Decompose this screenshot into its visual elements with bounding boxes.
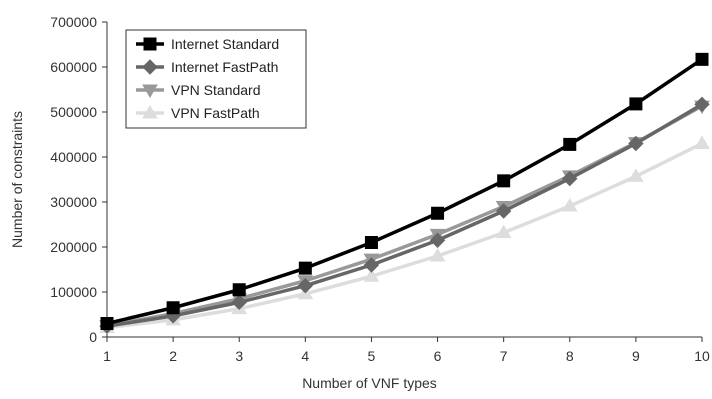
legend: Internet Standard Internet FastPath VPN St… [125, 29, 307, 129]
y-tick-label: 400000 [50, 149, 97, 165]
data-point-internet-fastpath [562, 170, 578, 187]
y-tick-label: 500000 [50, 104, 97, 120]
series-line-vpn-fastpath [106, 141, 703, 330]
legend-label-vpn-fastpath: VPN FastPath [171, 105, 260, 121]
x-tick-label: 2 [169, 348, 177, 364]
data-point-internet-fastpath [495, 203, 512, 219]
x-tick-label: 5 [368, 348, 376, 364]
data-point-internet-standard [563, 137, 577, 151]
data-point-internet-standard [100, 317, 114, 330]
series-line-vpn-standard [106, 104, 703, 328]
legend-label-internet-standard: Internet Standard [171, 36, 279, 52]
y-tick-label: 600000 [50, 59, 97, 75]
data-point-internet-standard [431, 206, 445, 220]
data-point-vpn-fastpath [429, 248, 446, 262]
y-axis-title: Number of constraints [9, 111, 25, 248]
axes [106, 22, 702, 338]
series-internet-fastpath [99, 96, 710, 334]
ticks: 0 100000 200000 300000 400000 500000 600000 700… [50, 14, 710, 364]
data-point-internet-standard [695, 52, 709, 66]
y-tick-label: 100000 [50, 284, 97, 300]
x-tick-label: 6 [434, 348, 442, 364]
x-tick-label: 4 [301, 348, 309, 364]
data-point-internet-fastpath [297, 277, 314, 294]
series-vpn-standard [99, 100, 710, 334]
legend-marker-vpn-standard [142, 84, 158, 98]
y-tick-label: 200000 [50, 239, 97, 255]
series-internet-standard [100, 52, 709, 330]
legend-marker-internet-fastpath [142, 59, 158, 75]
data-point-internet-standard [629, 97, 643, 111]
x-tick-label: 3 [235, 348, 243, 364]
data-point-vpn-fastpath [628, 168, 644, 182]
data-point-vpn-fastpath [495, 224, 512, 239]
legend-marker-vpn-fastpath [142, 105, 158, 119]
data-point-internet-standard [364, 236, 378, 249]
x-axis-title: Number of VNF types [302, 375, 437, 391]
legend-label-internet-fastpath: Internet FastPath [171, 59, 278, 75]
data-point-vpn-fastpath [561, 198, 578, 212]
data-point-vpn-fastpath [694, 135, 710, 149]
data-point-internet-standard [298, 261, 312, 275]
x-tick-label: 1 [103, 348, 111, 364]
series [99, 52, 710, 334]
y-tick-label: 0 [89, 329, 97, 345]
series-line-internet-fastpath [106, 102, 703, 328]
legend-label-vpn-standard: VPN Standard [171, 82, 261, 98]
y-tick-label: 300000 [50, 194, 97, 210]
y-tick-label: 700000 [50, 14, 97, 30]
data-point-internet-fastpath [429, 232, 446, 248]
data-point-internet-standard [166, 301, 180, 315]
data-point-internet-fastpath [628, 135, 644, 152]
data-point-internet-fastpath [231, 294, 247, 311]
data-point-internet-standard [497, 174, 511, 188]
x-tick-label: 7 [500, 348, 508, 364]
data-point-internet-fastpath [694, 96, 710, 113]
legend-marker-internet-standard [143, 37, 157, 51]
series-line-internet-standard [106, 57, 703, 326]
x-tick-label: 10 [694, 348, 710, 364]
data-point-internet-fastpath [363, 257, 380, 273]
data-point-vpn-fastpath [363, 268, 380, 282]
data-point-internet-standard [232, 283, 246, 297]
x-tick-label: 9 [632, 348, 640, 364]
x-tick-label: 8 [566, 348, 574, 364]
